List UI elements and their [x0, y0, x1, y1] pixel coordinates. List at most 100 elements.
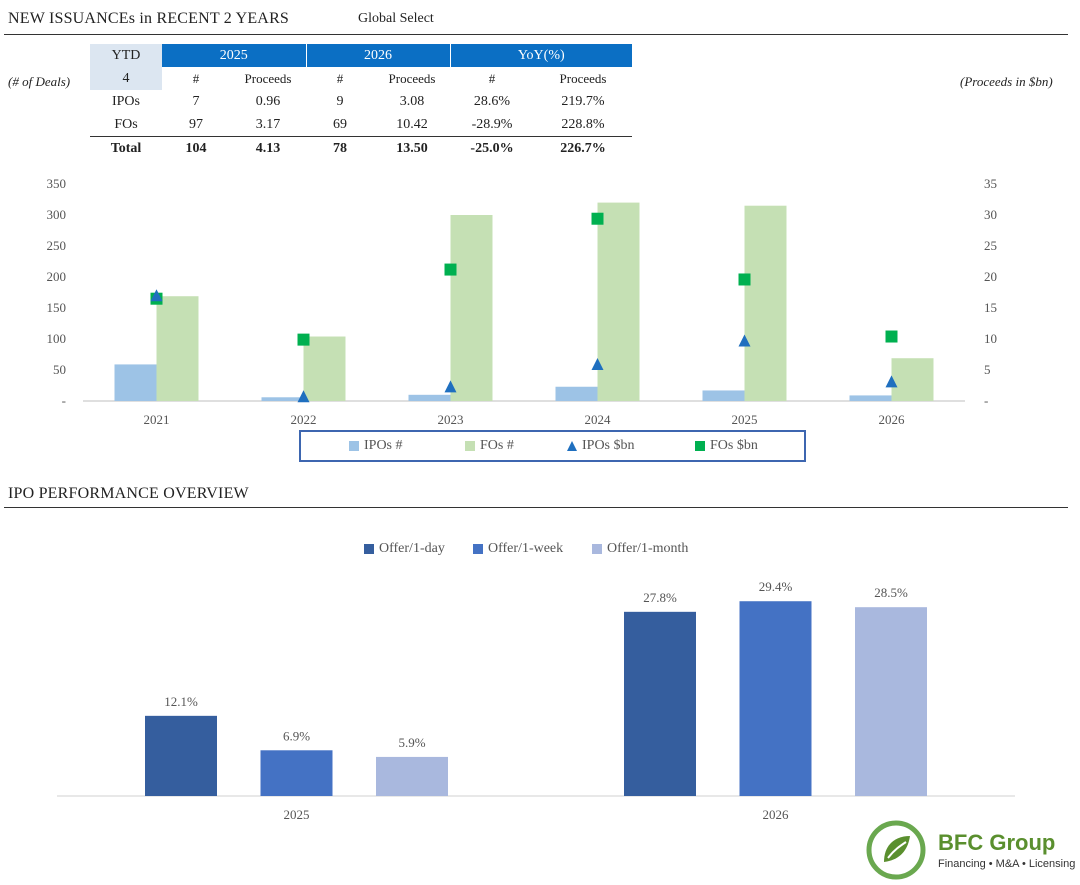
- legend-label: Offer/1-week: [488, 541, 564, 556]
- bar-fos-count: [744, 205, 787, 401]
- col-proceeds: Proceeds: [388, 70, 436, 86]
- data-label: 5.9%: [398, 735, 425, 750]
- y-left-tick-label: 250: [47, 238, 67, 253]
- marker-ipos-proceeds: [591, 358, 604, 371]
- section-divider: [4, 34, 1068, 35]
- bar-ipos-count: [555, 386, 598, 401]
- cell: 28.6%: [473, 93, 511, 109]
- row-label: FOs: [90, 113, 162, 137]
- cell: 228.8%: [534, 113, 632, 137]
- year-b-header: 2026: [305, 44, 450, 67]
- legend-label: IPOs $bn: [582, 438, 635, 453]
- x-tick-label: 2023: [438, 412, 464, 427]
- legend-offer-1-day: Offer/1-day: [364, 541, 445, 557]
- section-subtitle: Global Select: [358, 11, 434, 26]
- y-left-tick-label: 200: [47, 269, 67, 284]
- ytd-value: 4: [90, 67, 162, 90]
- square-icon: [695, 441, 705, 451]
- cell: 226.7%: [534, 136, 632, 160]
- marker-fos-proceeds: [885, 330, 898, 343]
- marker-fos-proceeds: [591, 212, 604, 225]
- table-row: FOs 97 3.17 69 10.42 -28.9% 228.8%: [90, 113, 632, 137]
- x-tick-label: 2025: [284, 807, 310, 822]
- y-right-tick-label: 5: [984, 362, 991, 377]
- cell: 3.17: [230, 113, 306, 137]
- triangle-icon: [567, 441, 577, 451]
- bar-ipos-count: [261, 397, 304, 401]
- x-tick-label: 2024: [585, 412, 612, 427]
- col-count: #: [488, 70, 496, 86]
- data-label: 29.4%: [759, 579, 793, 594]
- col-count: #: [336, 70, 344, 86]
- x-tick-label: 2026: [879, 412, 906, 427]
- legend-label: FOs $bn: [710, 438, 758, 453]
- bar-offer-1-week: [260, 750, 333, 796]
- right-axis-note: (Proceeds in $bn): [960, 74, 1053, 89]
- col-proceeds: Proceeds: [244, 70, 292, 86]
- yoy-header: YoY(%): [449, 44, 632, 67]
- y-left-tick-label: 350: [47, 176, 67, 191]
- y-right-tick-label: 35: [984, 176, 997, 191]
- y-right-tick-label: 15: [984, 300, 997, 315]
- marker-ipos-proceeds: [885, 375, 898, 388]
- cell: 104: [162, 136, 230, 160]
- legend-ipos-proceeds: IPOs $bn: [567, 438, 635, 454]
- y-left-tick-label: 150: [47, 300, 67, 315]
- table-header-row: YTD 2025 2026 YoY(%): [90, 44, 632, 67]
- x-tick-label: 2022: [291, 412, 317, 427]
- section-divider: [4, 507, 1068, 508]
- cell: 0.96: [255, 93, 281, 109]
- legend-label: IPOs #: [364, 438, 403, 453]
- cell: 3.08: [399, 93, 425, 109]
- legend-fos-count: FOs #: [465, 438, 514, 454]
- bar-offer-1-day: [145, 715, 217, 796]
- legend-ipos-count: IPOs #: [349, 438, 403, 454]
- legend-offer-1-month: Offer/1-month: [592, 541, 688, 557]
- legend-swatch-month: [592, 544, 602, 554]
- cell: -25.0%: [450, 136, 534, 160]
- year-a-header: 2025: [162, 44, 306, 67]
- col-count: #: [192, 70, 200, 86]
- bar-fos-count: [303, 336, 346, 401]
- row-label: IPOs: [111, 93, 140, 109]
- cell: 7: [192, 93, 200, 109]
- y-right-tick-label: 25: [984, 238, 997, 253]
- y-right-tick-label: -: [984, 393, 988, 408]
- marker-ipos-proceeds: [738, 334, 751, 347]
- cell: 78: [306, 136, 374, 160]
- marker-ipos-proceeds: [297, 390, 310, 403]
- row-label: Total: [90, 136, 162, 160]
- x-tick-label: 2021: [144, 412, 170, 427]
- legend-label: FOs #: [480, 438, 514, 453]
- brand-name: BFC Group: [938, 830, 1056, 855]
- table-row: IPOs 7 0.96 9 3.08 28.6% 219.7%: [90, 90, 632, 113]
- x-tick-label: 2025: [732, 412, 758, 427]
- x-tick-label: 2026: [763, 807, 790, 822]
- y-right-tick-label: 30: [984, 207, 997, 222]
- bar-fos-count: [156, 296, 199, 401]
- y-right-tick-label: 20: [984, 269, 997, 284]
- y-right-tick-label: 10: [984, 331, 997, 346]
- left-axis-note: (# of Deals): [8, 74, 71, 89]
- bar-offer-1-day: [624, 611, 696, 796]
- legend-swatch-week: [473, 544, 483, 554]
- cell: 9: [336, 93, 344, 109]
- marker-fos-proceeds: [297, 333, 310, 346]
- bar-fos-count: [450, 215, 493, 401]
- cell: 13.50: [374, 136, 450, 160]
- ytd-label: YTD: [90, 44, 162, 67]
- summary-table: YTD 2025 2026 YoY(%) 4 # Proceeds # Proc…: [90, 44, 632, 160]
- brand-logo: BFC Group Financing • M&A • Licensing: [866, 820, 1076, 880]
- data-label: 12.1%: [164, 694, 198, 709]
- marker-fos-proceeds: [444, 263, 457, 276]
- bar-fos-count: [597, 202, 640, 401]
- table-total-row: Total 104 4.13 78 13.50 -25.0% 226.7%: [90, 136, 632, 160]
- data-label: 27.8%: [643, 590, 677, 605]
- marker-ipos-proceeds: [444, 380, 457, 393]
- bar-ipos-count: [114, 364, 157, 401]
- leaf-logo-icon: [866, 820, 926, 880]
- legend-label: Offer/1-month: [607, 541, 689, 556]
- col-proceeds: Proceeds: [559, 70, 607, 86]
- cell: 4.13: [230, 136, 306, 160]
